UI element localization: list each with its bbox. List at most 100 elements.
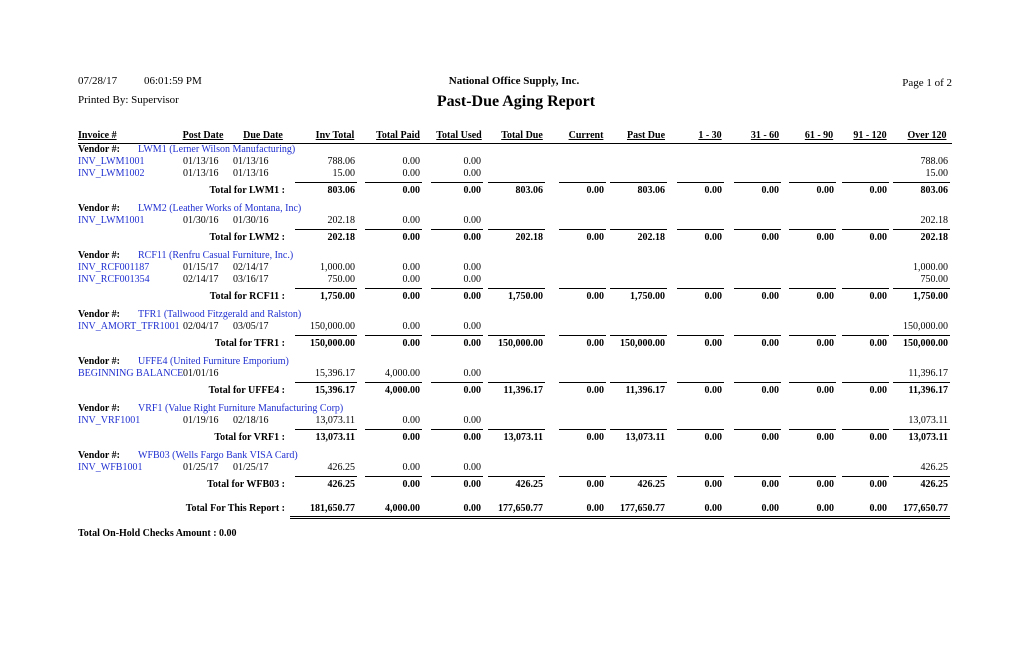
vendor-total-value: 0.00 <box>586 479 605 490</box>
rule-line <box>842 229 889 230</box>
vendor-total-label: Total for WFB03 : <box>207 479 285 490</box>
report-total-label: Total For This Report : <box>185 503 285 514</box>
total-used: 0.00 <box>463 368 482 379</box>
vendor-label: Vendor #: <box>78 356 120 367</box>
rule-line <box>842 288 889 289</box>
company-name: National Office Supply, Inc. <box>448 75 580 87</box>
invoice-number: INV_VRF1001 <box>78 415 141 426</box>
vendor-total-value: 0.00 <box>586 185 605 196</box>
column-header: 31 - 60 <box>750 130 780 141</box>
vendor-total-value: 0.00 <box>704 232 723 243</box>
vendor-total-value: 0.00 <box>402 338 421 349</box>
vendor-total-value: 0.00 <box>586 291 605 302</box>
rule-line <box>610 335 667 336</box>
rule-line <box>734 382 781 383</box>
rule-line <box>734 335 781 336</box>
rule-line <box>842 182 889 183</box>
column-header: Total Used <box>436 130 482 141</box>
rule-line <box>295 229 357 230</box>
column-header: Past Due <box>626 130 666 141</box>
vendor-total-value: 4,000.00 <box>385 385 420 396</box>
vendor-total-value: 426.25 <box>637 479 666 490</box>
due-date: 03/05/17 <box>233 321 269 332</box>
rule-line <box>677 229 724 230</box>
rule-line <box>559 182 606 183</box>
vendor-total-value: 0.00 <box>463 185 482 196</box>
rule-line <box>789 335 836 336</box>
vendor-total-value: 0.00 <box>463 479 482 490</box>
vendor-total-value: 0.00 <box>761 385 780 396</box>
rule-line <box>290 518 950 519</box>
inv-total: 15,396.17 <box>315 368 355 379</box>
rule-line <box>789 476 836 477</box>
rule-line <box>431 182 483 183</box>
rule-line <box>789 429 836 430</box>
invoice-number: BEGINNING BALANCE <box>78 368 184 379</box>
vendor-total-value: 803.06 <box>327 185 356 196</box>
vendor-total-value: 0.00 <box>586 232 605 243</box>
rule-line <box>365 429 422 430</box>
vendor-total-value: 0.00 <box>816 185 835 196</box>
vendor-total-value: 0.00 <box>761 291 780 302</box>
vendor-total-value: 0.00 <box>402 479 421 490</box>
vendor-label: Vendor #: <box>78 403 120 414</box>
rule-line <box>295 382 357 383</box>
rule-line <box>893 429 950 430</box>
vendor-total-value: 0.00 <box>761 479 780 490</box>
vendor-total-label: Total for LWM1 : <box>209 185 285 196</box>
over-120: 1,000.00 <box>913 262 948 273</box>
inv-total: 426.25 <box>327 462 356 473</box>
rule-line <box>431 335 483 336</box>
rule-line <box>431 382 483 383</box>
rule-line <box>677 182 724 183</box>
rule-line <box>365 335 422 336</box>
vendor-total-value: 0.00 <box>816 432 835 443</box>
vendor-total-value: 0.00 <box>869 479 888 490</box>
vendor-total-value: 202.18 <box>920 232 949 243</box>
invoice-number: INV_AMORT_TFR1001 <box>78 321 180 332</box>
inv-total: 13,073.11 <box>315 415 355 426</box>
over-120: 750.00 <box>920 274 949 285</box>
column-header: Due Date <box>243 130 283 141</box>
post-date: 01/13/16 <box>183 156 219 167</box>
rule-line <box>677 382 724 383</box>
report-total-value: 177,650.77 <box>498 503 543 514</box>
post-date: 01/25/17 <box>183 462 219 473</box>
vendor-total-value: 426.25 <box>920 479 949 490</box>
vendor-total-label: Total for RCF11 : <box>209 291 285 302</box>
invoice-number: INV_WFB1001 <box>78 462 143 473</box>
column-header: Inv Total <box>315 130 355 141</box>
rule-line <box>610 288 667 289</box>
vendor-total-value: 0.00 <box>402 185 421 196</box>
due-date: 03/16/17 <box>233 274 269 285</box>
over-120: 15.00 <box>925 168 949 179</box>
column-header: Total Paid <box>376 130 420 141</box>
invoice-number: INV_LWM1002 <box>78 168 145 179</box>
due-date: 01/25/17 <box>233 462 269 473</box>
rule-line <box>677 335 724 336</box>
rule-line <box>610 382 667 383</box>
vendor-total-value: 0.00 <box>761 338 780 349</box>
rule-line <box>431 229 483 230</box>
rule-line <box>610 182 667 183</box>
report-total-value: 0.00 <box>869 503 888 514</box>
due-date: 02/18/16 <box>233 415 269 426</box>
rule-line <box>488 229 545 230</box>
due-date: 01/30/16 <box>233 215 269 226</box>
rule-line <box>295 429 357 430</box>
vendor-total-value: 13,073.11 <box>503 432 543 443</box>
total-used: 0.00 <box>463 262 482 273</box>
vendor-total-value: 11,396.17 <box>503 385 543 396</box>
vendor-total-value: 0.00 <box>463 232 482 243</box>
post-date: 01/15/17 <box>183 262 219 273</box>
post-date: 01/30/16 <box>183 215 219 226</box>
rule-line <box>431 476 483 477</box>
invoice-number: INV_RCF001187 <box>78 262 150 273</box>
total-paid: 0.00 <box>402 462 421 473</box>
vendor-total-value: 0.00 <box>586 432 605 443</box>
report-total-value: 177,650.77 <box>620 503 665 514</box>
rule-line <box>559 288 606 289</box>
vendor-total-value: 150,000.00 <box>310 338 355 349</box>
rule-line <box>789 229 836 230</box>
